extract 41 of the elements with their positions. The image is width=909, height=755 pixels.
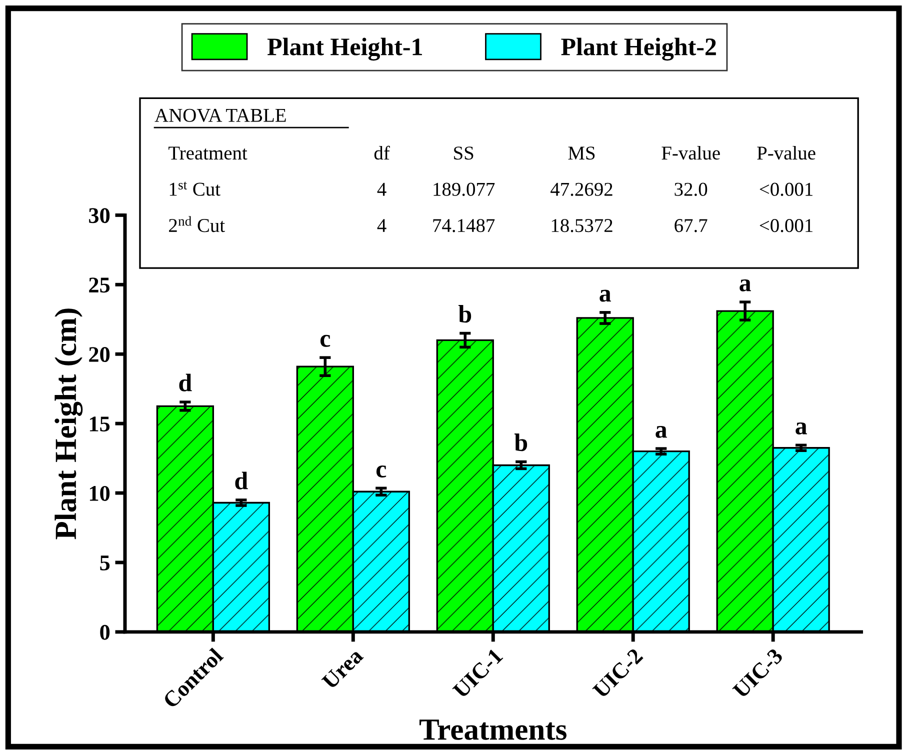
annotation: 18.5372 [552, 219, 612, 232]
text: 47.2692 [550, 182, 612, 196]
data-label: c [320, 334, 330, 347]
x-tick-label: Urea [321, 647, 364, 690]
text: P-value [757, 146, 816, 160]
x-axis-title: Treatments [419, 720, 567, 740]
data-label: b [514, 434, 528, 452]
data-label: d [235, 472, 248, 490]
annotation: 2$^{nd}$ Cut [169, 216, 225, 232]
legend-label: Plant Height-1 [267, 38, 422, 61]
text: SS [454, 146, 474, 160]
y-tick-label: 10 [90, 486, 110, 501]
text: 4 [377, 182, 386, 196]
text: df [374, 146, 390, 160]
data-label: a [796, 422, 807, 434]
text: 1$^{st}$ Cut [170, 182, 220, 196]
y-tick-label: 25 [89, 278, 110, 293]
text: 32.0 [674, 182, 708, 196]
y-tick-label: 20 [89, 347, 110, 362]
annotation: <0.001 [760, 219, 812, 232]
data-label: b [458, 305, 472, 323]
data-label: d [179, 374, 192, 392]
y-tick-label: 0 [100, 624, 110, 640]
annotation: 4 [377, 219, 386, 232]
y-axis-title: Plant Height (cm) [54, 308, 83, 540]
legend-label: Plant Height-2 [561, 38, 716, 61]
data-label: a [656, 426, 667, 438]
annotation: 67.7 [674, 219, 708, 232]
text: 189.077 [434, 182, 495, 196]
data-label: a [740, 279, 751, 292]
y-tick-label: 15 [90, 416, 110, 432]
text: Treatment [168, 146, 248, 160]
text: MS [568, 146, 595, 160]
annotation: 74.1487 [433, 219, 495, 232]
text: <0.001 [760, 182, 812, 196]
y-tick-label: 5 [100, 556, 110, 570]
text: F-value [662, 146, 720, 160]
data-label: c [376, 465, 386, 478]
text: ANOVA TABLE [154, 108, 286, 122]
data-label: a [600, 290, 611, 302]
y-tick-label: 30 [89, 208, 110, 224]
